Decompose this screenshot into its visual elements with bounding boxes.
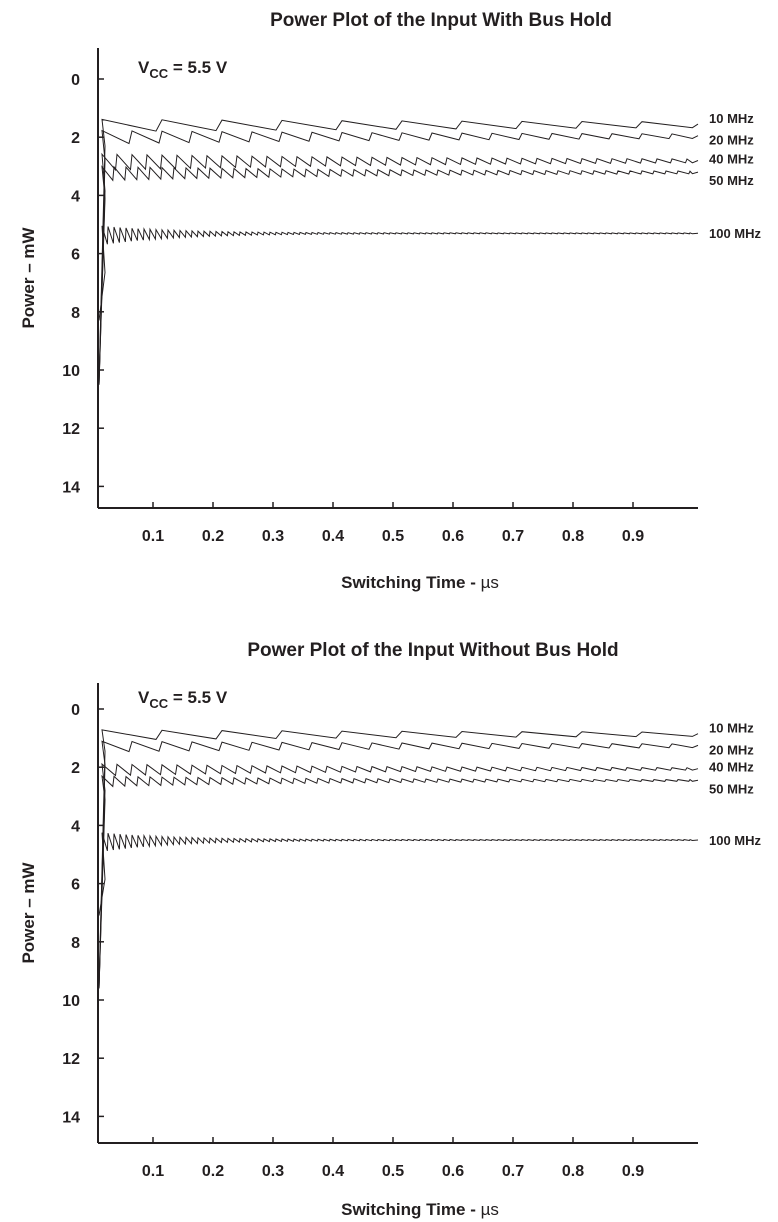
y-tick-label: 10 [62,993,80,1010]
x-tick-label: 0.1 [142,1163,164,1180]
x-axis-title-unit: µs [481,1200,499,1219]
x-tick-label: 0.6 [442,1163,464,1180]
y-tick-label: 0 [71,702,80,719]
y-tick-label: 4 [71,188,80,205]
series-label: 50 MHz [709,781,754,796]
y-axis-title: Power – mW [19,862,38,964]
vcc-rest: = 5.5 V [168,688,228,707]
y-tick-label: 6 [71,877,80,894]
series-line-100-mhz [98,225,699,321]
chart-panel-1: Power Plot of the Input With Bus Hold 0.1… [19,10,762,592]
series-label: 100 MHz [709,226,762,241]
x-tick-label: 0.9 [622,1163,644,1180]
x-tick-label: 0.4 [322,1163,344,1180]
x-tick-label: 0.1 [142,528,164,545]
series-line-50-mhz [98,165,699,385]
series-line-10-mhz [98,118,699,385]
y-axis-title: Power – mW [19,227,38,329]
y-tick-label: 14 [62,1109,80,1126]
vcc-annotation: VCC = 5.5 V [138,58,228,81]
y-tick-label: 8 [71,935,80,952]
y-tick-label: 8 [71,305,80,322]
x-tick-label: 0.8 [562,1163,584,1180]
series-label: 50 MHz [709,173,754,188]
x-axis-title: Switching Time - µs [341,1200,499,1219]
y-tick-label: 10 [62,363,80,380]
x-tick-label: 0.7 [502,528,524,545]
series-label: 20 MHz [709,742,754,757]
series-line-40-mhz [98,152,699,385]
x-axis-title-unit: µs [481,573,499,592]
y-tick-label: 2 [71,760,80,777]
x-axis-title-text: Switching Time - [341,1200,480,1219]
y-tick-label: 2 [71,130,80,147]
y-tick-label: 14 [62,479,80,496]
vcc-main: V [138,688,150,707]
series-line-20-mhz [98,740,699,989]
series-label: 10 MHz [709,721,754,736]
x-tick-label: 0.7 [502,1163,524,1180]
vcc-annotation: VCC = 5.5 V [138,688,228,711]
x-axis-title: Switching Time - µs [341,573,499,592]
series-line-100-mhz [98,832,699,916]
chart-title: Power Plot of the Input Without Bus Hold [247,640,618,661]
x-tick-label: 0.9 [622,528,644,545]
y-tick-label: 12 [62,1051,80,1068]
vcc-rest: = 5.5 V [168,58,228,77]
x-axis-title-text: Switching Time - [341,573,480,592]
vcc-sub: CC [149,696,168,711]
y-tick-label: 4 [71,818,80,835]
x-tick-label: 0.5 [382,528,404,545]
series-line-20-mhz [98,129,699,385]
x-tick-label: 0.3 [262,528,284,545]
y-tick-label: 6 [71,247,80,264]
y-tick-label: 12 [62,421,80,438]
x-tick-label: 0.2 [202,1163,224,1180]
vcc-main: V [138,58,150,77]
vcc-sub: CC [149,66,168,81]
series-line-10-mhz [98,729,699,989]
series-label: 20 MHz [709,133,754,148]
x-tick-label: 0.4 [322,528,344,545]
x-tick-label: 0.3 [262,1163,284,1180]
chart-panel-2: Power Plot of the Input Without Bus Hold… [19,640,762,1219]
chart-title: Power Plot of the Input With Bus Hold [270,10,612,31]
x-tick-label: 0.2 [202,528,224,545]
series-line-50-mhz [98,774,699,989]
series-label: 10 MHz [709,111,754,126]
y-tick-label: 0 [71,72,80,89]
x-tick-label: 0.8 [562,528,584,545]
series-label: 40 MHz [709,760,754,775]
x-tick-label: 0.6 [442,528,464,545]
series-label: 100 MHz [709,833,762,848]
x-tick-label: 0.5 [382,1163,404,1180]
series-label: 40 MHz [709,151,754,166]
series-line-40-mhz [98,762,699,989]
